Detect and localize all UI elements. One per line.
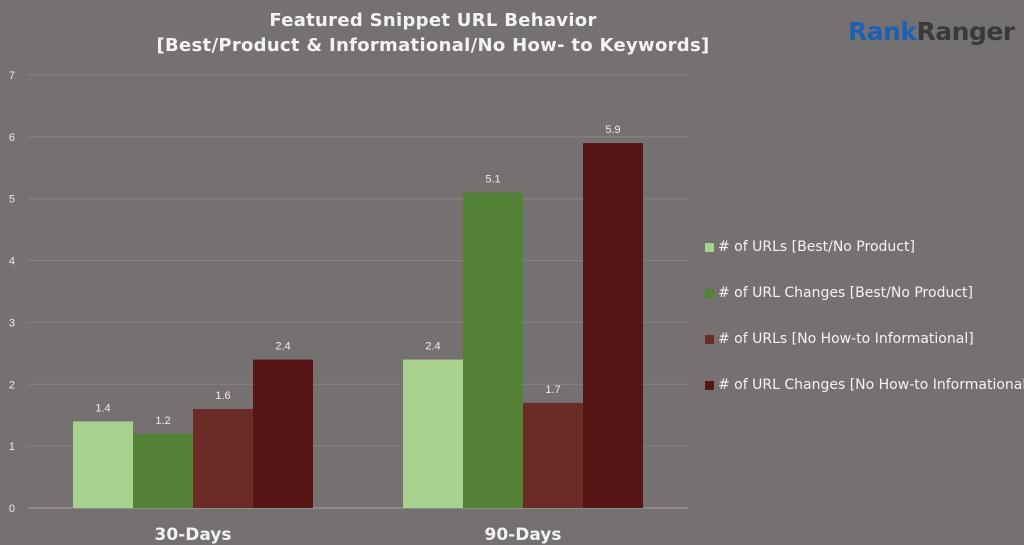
data-label: 5.9 xyxy=(605,124,620,136)
legend-swatch xyxy=(705,335,714,344)
bar xyxy=(253,359,313,508)
bar xyxy=(73,421,133,508)
bar xyxy=(133,433,193,508)
rankranger-logo: RankRanger xyxy=(848,17,1015,46)
data-label: 1.2 xyxy=(155,415,170,427)
y-axis-ticks: 0 1 2 3 4 5 6 7 xyxy=(9,70,15,515)
data-label: 1.6 xyxy=(215,390,230,402)
legend-swatch xyxy=(705,289,714,298)
category-labels: 30-Days 90-Days xyxy=(155,525,562,545)
y-tick-label: 5 xyxy=(9,194,15,206)
data-label: 2.4 xyxy=(425,341,440,353)
logo-rank-text: Rank xyxy=(848,17,917,46)
y-tick-label: 4 xyxy=(9,256,15,268)
legend-label: # of URL Changes [No How-to Informationa… xyxy=(718,377,1024,393)
y-tick-label: 0 xyxy=(9,503,15,515)
bar xyxy=(403,359,463,508)
chart-title-line-1: Featured Snippet URL Behavior xyxy=(269,10,597,31)
chart-title: Featured Snippet URL Behavior [Best/Prod… xyxy=(0,8,866,58)
y-tick-label: 3 xyxy=(9,317,15,329)
legend-label: # of URL Changes [Best/No Product] xyxy=(718,285,973,301)
bar xyxy=(193,409,253,508)
legend-label: # of URLs [No How-to Informational] xyxy=(718,331,974,347)
data-label: 2.4 xyxy=(275,341,290,353)
data-label: 1.7 xyxy=(545,384,560,396)
y-tick-label: 2 xyxy=(9,379,15,391)
y-tick-label: 6 xyxy=(9,132,15,144)
bar xyxy=(463,192,523,508)
data-label: 1.4 xyxy=(95,402,110,414)
chart-title-line-2: [Best/Product & Informational/No How- to… xyxy=(156,35,710,56)
bar xyxy=(523,402,583,508)
data-label: 5.1 xyxy=(485,174,500,186)
legend-swatch xyxy=(705,381,714,390)
bar xyxy=(583,143,643,509)
bars xyxy=(73,143,643,509)
logo-ranger-text: Ranger xyxy=(916,17,1016,46)
x-category-label: 90-Days xyxy=(485,525,562,545)
y-tick-label: 7 xyxy=(9,70,15,82)
y-tick-label: 1 xyxy=(9,441,15,453)
legend-label: # of URLs [Best/No Product] xyxy=(718,239,915,255)
x-category-label: 30-Days xyxy=(155,525,232,545)
legend-swatch xyxy=(705,243,714,252)
data-labels: 1.4 1.2 1.6 2.4 2.4 5.1 1.7 5.9 xyxy=(95,124,620,427)
